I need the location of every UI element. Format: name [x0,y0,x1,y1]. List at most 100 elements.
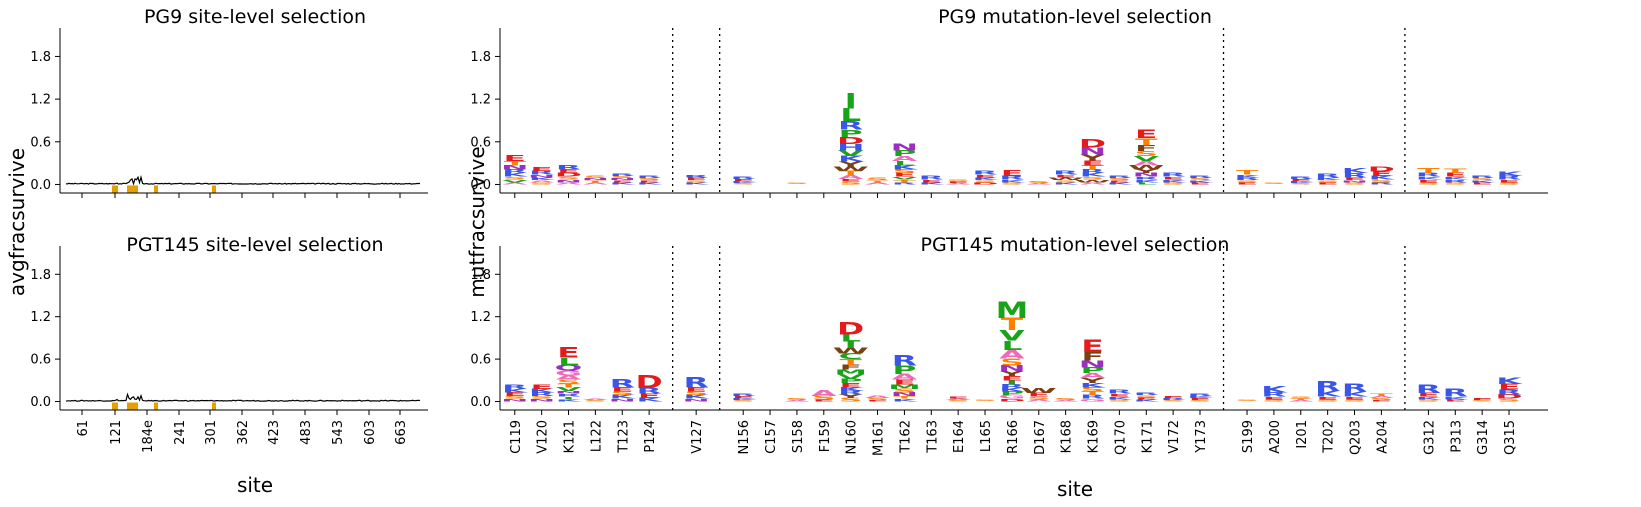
logo-letter: K [636,182,663,185]
logo-letter: E [1108,393,1130,398]
logo-letter: S [946,400,970,402]
logo-letter: R [892,352,918,369]
logo-letter: R [556,393,581,398]
logo-letter: T [1081,391,1103,397]
logo-letter: N [1341,180,1368,183]
logo-letter: E [1444,399,1466,402]
logo-letter: K [1288,180,1315,183]
logo-letter: E [685,177,707,182]
logo-letter: E [947,396,969,399]
site-xtick-label: 543 [331,420,346,445]
logo-letter: V [838,373,864,380]
logo-xtick-label: Q170 [1113,420,1128,455]
logo-letter: E [530,383,552,390]
logo-letter: S [557,176,581,181]
logo-letter: E [1054,174,1076,179]
logo-xtick-label: L165 [979,420,994,452]
logo-letter: K [730,180,757,183]
logo-xtick-label: A200 [1268,420,1283,454]
pg9-logo-ytick-label: 0.0 [470,178,491,193]
logo-letter: K [919,182,946,185]
logo-letter: R [1496,388,1521,396]
logo-letter: S [1289,396,1313,399]
logo-letter: L [558,356,579,367]
logo-letter: R [1160,397,1185,400]
logo-letter: E [732,395,754,398]
logo-xtick-label: V120 [536,420,551,454]
logo-letter: A [784,400,809,402]
logo-letter: S [866,177,890,182]
logo-letter: S [584,174,608,179]
site-xtick-label: 603 [363,420,378,445]
logo-letter: I [562,396,574,401]
logo-letter: S [1417,182,1441,185]
pg9-site-ytick-label: 0.0 [30,178,51,193]
logo-letter: N [998,364,1025,373]
logo-letter: A [556,182,581,185]
logo-letter: N [555,179,582,184]
logo-letter: S [1316,180,1340,183]
logo-letter: S [610,391,634,397]
logo-letter: E [1189,397,1211,400]
logo-letter: V [999,327,1025,344]
logo-letter: E [1471,397,1493,400]
logo-letter: K [1187,395,1214,398]
logo-letter: S [503,176,527,181]
logo-letter: S [1497,398,1521,403]
logo-letter: K [999,179,1026,184]
logo-xtick-label: K169 [1087,420,1102,453]
logo-letter: E [1370,170,1392,177]
logo-xtick-label: Q203 [1349,420,1364,455]
logo-letter: F [1135,144,1157,153]
pgt145-logo-plot: 0.00.61.21.8C119NSEKRV120NSRKEK121KIRNVT… [470,246,1548,456]
logo-letter: E [1417,392,1439,398]
logo-letter: S [1081,386,1105,393]
logo-letter: T [1001,316,1024,335]
logo-letter: S [1370,179,1394,184]
logo-xtick-label: P313 [1449,420,1464,453]
logo-letter: W [1128,164,1164,171]
logo-letter: V [502,179,527,184]
y-axis-label-mut: mutfracsurvive [465,146,489,297]
logo-letter: D [555,172,582,178]
logo-letter: E [685,386,707,393]
logo-letter: E [732,178,754,181]
logo-letter: V [1134,155,1160,163]
logo-letter: A [892,372,918,381]
logo-letter: N [609,398,636,403]
logo-letter: S [893,169,917,175]
site-selection-line [65,392,421,402]
logo-letter: N [1079,359,1106,370]
logo-letter: S [731,183,755,185]
logo-letter: R [1107,174,1132,179]
x-axis-label-site: site [237,473,273,497]
logo-letter: R [1496,175,1521,181]
logo-xtick-label: N160 [845,420,860,455]
logo-letter: K [1261,384,1288,394]
logo-letter: E [1135,397,1157,400]
logo-letter: E [1471,182,1493,185]
logo-letter: S [812,395,836,401]
title-pg9-site: PG9 site-level selection [144,6,366,28]
logo-letter: S [1081,176,1105,181]
logo-letter: R [838,119,863,133]
logo-letter: D [837,135,864,146]
y-axis-label-site: avgfracsurvive [5,148,29,296]
logo-xtick-label: L122 [589,420,604,452]
logo-letter: S [1054,397,1078,400]
logo-letter: P [892,363,916,377]
logo-letter: T [1417,167,1441,175]
logo-letter: S [785,397,809,400]
logo-letter: A [583,398,608,400]
logo-letter: R [610,172,635,177]
logo-letter: E [974,174,996,179]
logo-letter: E [557,169,579,175]
logo-letter: E [1081,337,1103,356]
logo-letter: Q [555,363,583,372]
logo-letter: K [683,394,710,400]
logo-xtick-label: C119 [509,420,524,454]
logo-letter: R [529,391,554,397]
logo-letter: N [528,174,555,179]
logo-letter: T [557,383,579,389]
logo-letter: N [1079,146,1106,157]
